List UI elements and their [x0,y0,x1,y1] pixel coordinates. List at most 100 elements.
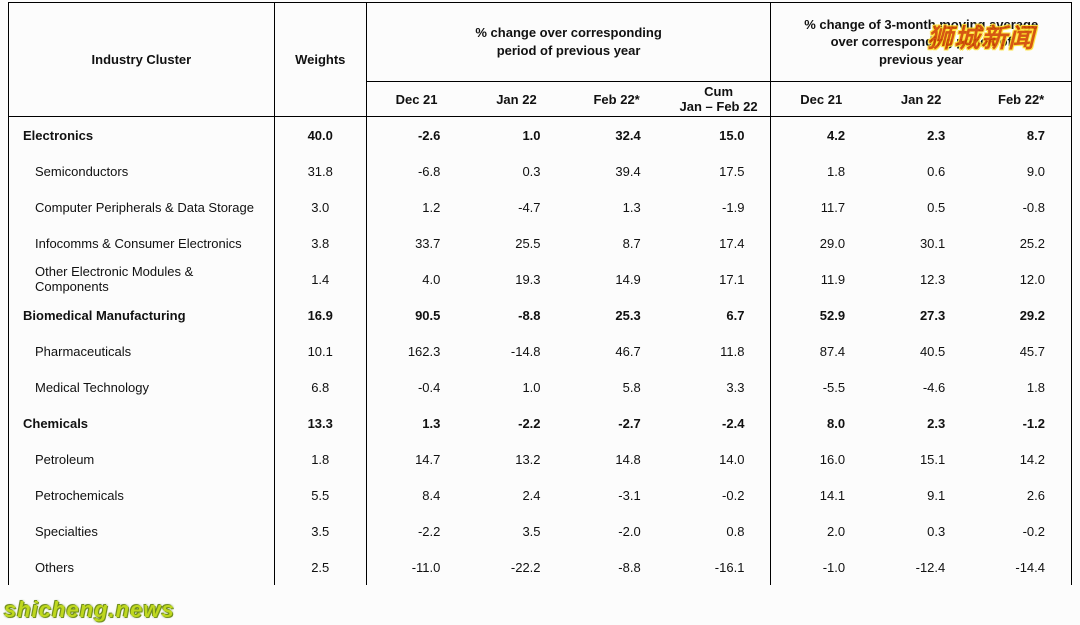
cell-value: 2.4 [466,477,566,513]
cell-value: -0.2 [667,477,771,513]
cell-value: 13.2 [466,441,566,477]
cell-value: -8.8 [466,297,566,333]
cell-weight: 3.0 [274,189,366,225]
col-industry: Industry Cluster [9,3,275,117]
cell-value: -3.1 [567,477,667,513]
cell-value: 27.3 [871,297,971,333]
cell-value: -2.7 [567,405,667,441]
cell-industry-name: Semiconductors [9,153,275,189]
cell-value: 17.1 [667,261,771,297]
col-dec21: Dec 21 [366,82,466,117]
cell-value: 2.0 [771,513,871,549]
cell-value: 1.3 [567,189,667,225]
cell-value: 4.2 [771,117,871,154]
watermark-bottom-left: shicheng.news [4,597,175,623]
table-row: Electronics40.0-2.61.032.415.04.22.38.7 [9,117,1072,154]
cell-value: 25.3 [567,297,667,333]
cell-industry-name: Chemicals [9,405,275,441]
cell-value: 1.8 [971,369,1071,405]
cell-value: 11.8 [667,333,771,369]
table-body: Electronics40.0-2.61.032.415.04.22.38.7S… [9,117,1072,586]
cell-value: -14.8 [466,333,566,369]
cell-value: 1.0 [466,117,566,154]
cell-value: 5.8 [567,369,667,405]
cell-industry-name: Other Electronic Modules & Components [9,261,275,297]
col-dec21b: Dec 21 [771,82,871,117]
cell-value: 1.2 [366,189,466,225]
cell-value: 14.8 [567,441,667,477]
cell-value: 3.5 [466,513,566,549]
cell-value: 12.0 [971,261,1071,297]
cell-value: -12.4 [871,549,971,585]
cell-value: 0.8 [667,513,771,549]
table-row: Semiconductors31.8-6.80.339.417.51.80.69… [9,153,1072,189]
table-row: Chemicals13.31.3-2.2-2.7-2.48.02.3-1.2 [9,405,1072,441]
cell-industry-name: Electronics [9,117,275,154]
cell-value: -2.2 [466,405,566,441]
cell-value: 40.5 [871,333,971,369]
table-header: Industry Cluster Weights % change over c… [9,3,1072,117]
cell-weight: 16.9 [274,297,366,333]
cell-value: 33.7 [366,225,466,261]
cell-value: 17.4 [667,225,771,261]
cell-value: 1.0 [466,369,566,405]
cell-value: 14.2 [971,441,1071,477]
cell-value: 25.5 [466,225,566,261]
cell-value: 52.9 [771,297,871,333]
cell-value: 6.7 [667,297,771,333]
cell-value: -16.1 [667,549,771,585]
cell-value: -1.9 [667,189,771,225]
cell-weight: 40.0 [274,117,366,154]
cell-value: 15.0 [667,117,771,154]
cell-weight: 31.8 [274,153,366,189]
cell-value: 8.7 [971,117,1071,154]
cell-value: -14.4 [971,549,1071,585]
cell-weight: 2.5 [274,549,366,585]
col-feb22: Feb 22* [567,82,667,117]
cell-value: 0.3 [466,153,566,189]
cell-value: 2.3 [871,405,971,441]
col-feb22b: Feb 22* [971,82,1071,117]
cell-weight: 13.3 [274,405,366,441]
industry-data-table: Industry Cluster Weights % change over c… [8,2,1072,585]
cell-value: 14.7 [366,441,466,477]
cell-value: 12.3 [871,261,971,297]
cell-value: 29.0 [771,225,871,261]
cell-weight: 3.8 [274,225,366,261]
cell-value: -2.4 [667,405,771,441]
cell-value: 1.3 [366,405,466,441]
cell-value: 25.2 [971,225,1071,261]
cell-value: 8.7 [567,225,667,261]
cell-value: 14.9 [567,261,667,297]
cell-value: 1.8 [771,153,871,189]
table-row: Computer Peripherals & Data Storage3.01.… [9,189,1072,225]
cell-value: 15.1 [871,441,971,477]
cell-value: 162.3 [366,333,466,369]
cell-weight: 1.8 [274,441,366,477]
table-row: Petroleum1.814.713.214.814.016.015.114.2 [9,441,1072,477]
table-row: Medical Technology6.8-0.41.05.83.3-5.5-4… [9,369,1072,405]
table-row: Pharmaceuticals10.1162.3-14.846.711.887.… [9,333,1072,369]
cell-value: 17.5 [667,153,771,189]
cell-value: 8.4 [366,477,466,513]
cell-value: 9.1 [871,477,971,513]
cell-value: -1.0 [771,549,871,585]
cell-value: 0.6 [871,153,971,189]
cell-value: -0.8 [971,189,1071,225]
cell-industry-name: Pharmaceuticals [9,333,275,369]
cell-value: 0.5 [871,189,971,225]
cell-value: 8.0 [771,405,871,441]
cell-value: 9.0 [971,153,1071,189]
cell-value: 14.0 [667,441,771,477]
cell-value: 4.0 [366,261,466,297]
table-row: Others2.5-11.0-22.2-8.8-16.1-1.0-12.4-14… [9,549,1072,585]
cell-industry-name: Infocomms & Consumer Electronics [9,225,275,261]
cell-value: -8.8 [567,549,667,585]
cell-value: -1.2 [971,405,1071,441]
cell-value: 19.3 [466,261,566,297]
cell-industry-name: Biomedical Manufacturing [9,297,275,333]
col-jan22b: Jan 22 [871,82,971,117]
cell-value: -22.2 [466,549,566,585]
cell-weight: 5.5 [274,477,366,513]
col-cum: Cum Jan – Feb 22 [667,82,771,117]
